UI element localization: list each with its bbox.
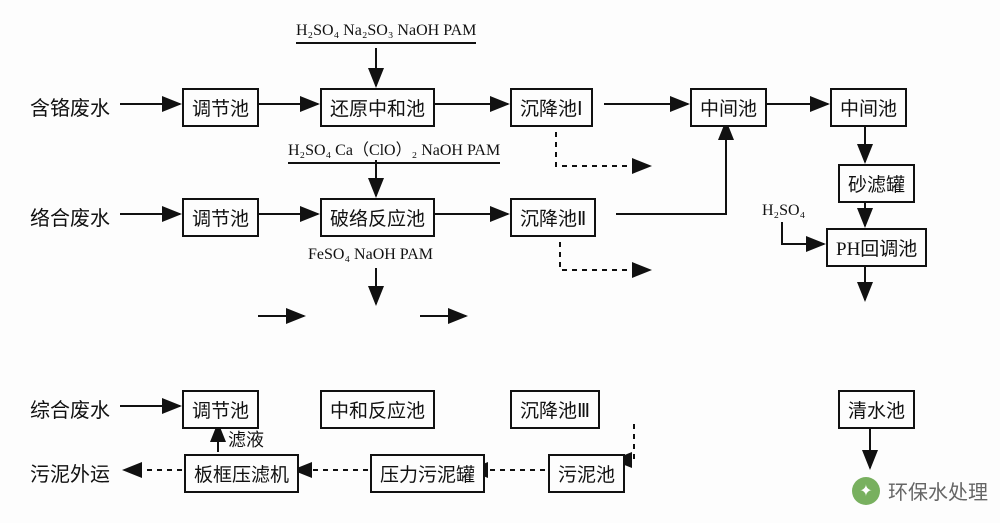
label-filtrate: 滤液	[228, 426, 264, 452]
chem-label-4: H₂SO₄	[762, 202, 805, 220]
box-pressure-sludge: 压力污泥罐	[370, 454, 485, 493]
box-plate-frame-filter: 板框压滤机	[184, 454, 299, 493]
watermark-icon: ✦	[852, 477, 880, 505]
diagram-canvas: H₂SO₄ Na₂SO₃ NaOH PAM H₂SO₄ Ca（ClO）₂ NaO…	[0, 0, 1000, 523]
box-settling-1: 沉降池Ⅰ	[510, 88, 593, 127]
box-intermediate-1: 中间池	[690, 88, 767, 127]
watermark-text: 环保水处理	[888, 476, 988, 505]
source-complex-wastewater: 络合废水	[30, 202, 110, 231]
box-clear-water: 清水池	[838, 390, 915, 429]
chem-label-2: H₂SO₄ Ca（ClO）₂ NaOH PAM	[288, 136, 500, 160]
box-break-complex: 破络反应池	[320, 198, 435, 237]
box-settling-3: 沉降池Ⅲ	[510, 390, 600, 429]
chem-label-1: H₂SO₄ Na₂SO₃ NaOH PAM	[296, 22, 476, 40]
box-sand-filter: 砂滤罐	[838, 164, 915, 203]
watermark: ✦ 环保水处理	[852, 476, 988, 505]
source-sludge-out: 污泥外运	[30, 458, 110, 487]
box-adjust-tank-3: 调节池	[182, 390, 259, 429]
source-mixed-wastewater: 综合废水	[30, 394, 110, 423]
box-reduction-neutral: 还原中和池	[320, 88, 435, 127]
box-settling-2: 沉降池Ⅱ	[510, 198, 596, 237]
box-sludge-tank: 污泥池	[548, 454, 625, 493]
box-neutral-reaction: 中和反应池	[320, 390, 435, 429]
box-intermediate-2: 中间池	[830, 88, 907, 127]
box-adjust-tank-1: 调节池	[182, 88, 259, 127]
box-ph-adjust: PH回调池	[826, 228, 927, 267]
chem-label-3: FeSO₄ NaOH PAM	[308, 246, 433, 264]
source-chrome-wastewater: 含铬废水	[30, 92, 110, 121]
box-adjust-tank-2: 调节池	[182, 198, 259, 237]
